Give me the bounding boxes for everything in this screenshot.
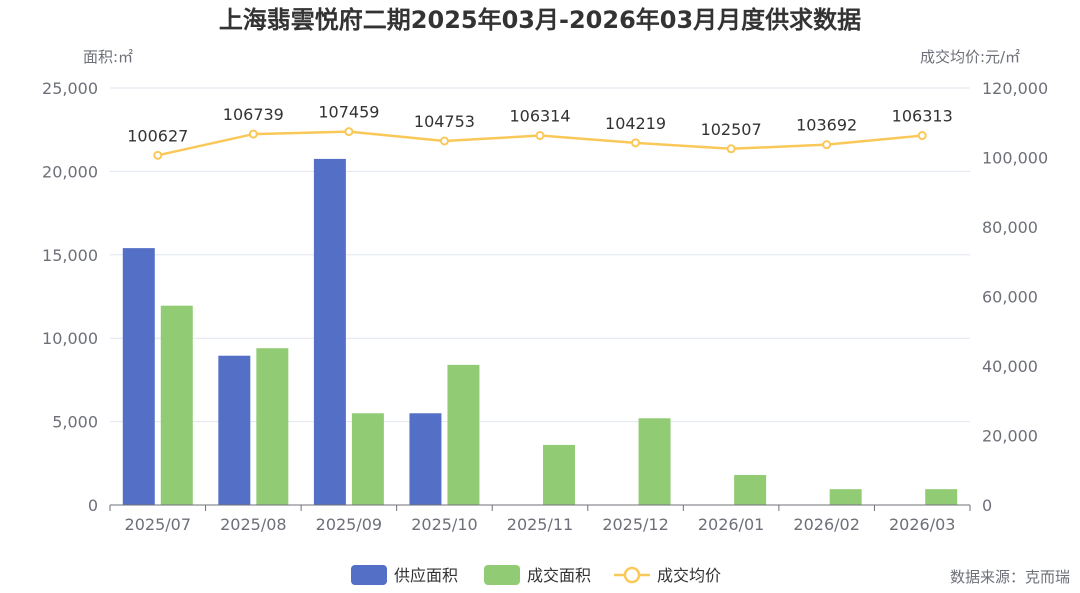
x-tick-label: 2025/11 [507, 515, 573, 534]
chart-title: 上海翡雲悦府二期2025年03月-2026年03月月度供求数据 [219, 6, 861, 34]
x-tick-label: 2026/03 [889, 515, 955, 534]
price-data-label: 104219 [605, 114, 666, 133]
x-tick-label: 2026/02 [793, 515, 859, 534]
right-axis-ticks: 0 20,000 40,000 60,000 80,000 100,000 120,000 [982, 79, 1048, 515]
right-tick-label: 120,000 [982, 79, 1048, 98]
supply-bar[interactable] [122, 248, 155, 506]
price-point[interactable] [726, 144, 736, 154]
right-tick-label: 20,000 [982, 427, 1038, 446]
left-tick-label: 25,000 [42, 79, 98, 98]
deal-bar[interactable] [351, 413, 384, 505]
left-tick-label: 20,000 [42, 162, 98, 181]
x-tick-label: 2025/09 [316, 515, 382, 534]
right-tick-label: 80,000 [982, 218, 1038, 237]
price-point[interactable] [917, 131, 927, 141]
price-point[interactable] [822, 140, 832, 150]
right-axis-name: 成交均价:元/㎡ [920, 48, 1020, 66]
left-axis-ticks: 0 5,000 10,000 15,000 20,000 25,000 [42, 79, 98, 515]
right-tick-label: 60,000 [982, 288, 1038, 307]
legend-price-label[interactable]: 成交均价 [657, 566, 721, 585]
left-tick-label: 10,000 [42, 329, 98, 348]
x-tick-label: 2026/01 [698, 515, 764, 534]
right-tick-label: 100,000 [982, 149, 1048, 168]
price-data-label: 102507 [701, 120, 762, 139]
deal-bar[interactable] [543, 444, 575, 505]
price-point[interactable] [153, 150, 163, 160]
legend-supply-label[interactable]: 供应面积 [394, 566, 458, 585]
price-point[interactable] [248, 129, 258, 139]
price-data-label: 104753 [414, 112, 475, 131]
deal-bar[interactable] [638, 418, 671, 505]
price-point[interactable] [344, 127, 354, 137]
left-tick-label: 0 [88, 496, 98, 515]
deal-bar[interactable] [256, 348, 289, 505]
price-data-label: 100627 [127, 126, 188, 145]
price-point[interactable] [439, 136, 449, 146]
supply-bar[interactable] [409, 413, 442, 505]
x-tick-label: 2025/12 [602, 515, 668, 534]
price-data-label: 107459 [318, 103, 379, 122]
legend-deal-swatch[interactable] [484, 565, 520, 585]
x-tick-label: 2025/08 [220, 515, 286, 534]
price-data-label: 103692 [796, 116, 857, 135]
left-tick-label: 5,000 [52, 413, 98, 432]
bars [122, 158, 958, 506]
right-tick-label: 40,000 [982, 357, 1038, 376]
x-axis: 2025/07 2025/08 2025/09 2025/10 2025/11 2025/… [109, 504, 971, 534]
supply-bar[interactable] [313, 158, 346, 505]
price-data-label: 106313 [892, 107, 953, 126]
deal-bar[interactable] [829, 489, 862, 505]
price-data-label: 106314 [509, 107, 570, 126]
deal-bar[interactable] [734, 474, 767, 505]
price-line: 100627 106739 107459 104753 106314 104219 1025… [127, 103, 953, 160]
x-tick-label: 2025/07 [125, 515, 191, 534]
price-point[interactable] [535, 131, 545, 141]
grid-lines [110, 87, 970, 423]
deal-bar[interactable] [447, 364, 480, 505]
price-point[interactable] [631, 138, 641, 148]
legend-supply-swatch[interactable] [351, 565, 387, 585]
left-tick-label: 15,000 [42, 246, 98, 265]
legend-deal-label[interactable]: 成交面积 [527, 566, 591, 585]
source-note: 数据来源：克而瑞 [950, 568, 1070, 586]
left-axis-name: 面积:㎡ [83, 48, 133, 66]
supply-bar[interactable] [218, 355, 251, 505]
legend-price-marker[interactable] [623, 566, 641, 584]
price-data-label: 106739 [223, 105, 284, 124]
deal-bar[interactable] [925, 489, 958, 505]
x-tick-label: 2025/10 [411, 515, 477, 534]
right-tick-label: 0 [982, 496, 992, 515]
legend[interactable]: 供应面积 成交面积 成交均价 [351, 565, 721, 585]
deal-bar[interactable] [160, 305, 193, 505]
